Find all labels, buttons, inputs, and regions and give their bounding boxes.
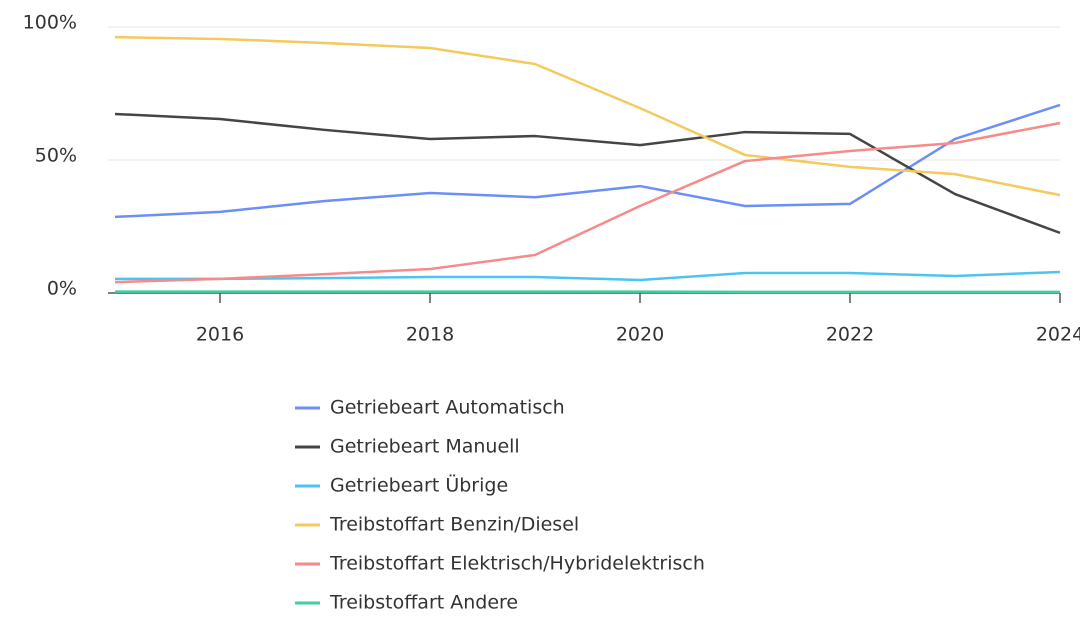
series-line [115,123,1060,282]
legend-label: Treibstoffart Elektrisch/Hybridelektrisc… [329,553,705,575]
x-tick-label: 2020 [616,324,664,346]
legend-label: Getriebeart Automatisch [330,397,565,419]
series-line [115,114,1060,233]
series-line [115,37,1060,195]
legend-label: Treibstoffart Benzin/Diesel [329,514,579,536]
y-tick-label: 100% [23,12,77,34]
x-tick-label: 2024 [1036,324,1080,346]
y-tick-label: 50% [35,145,77,167]
legend-label: Getriebeart Manuell [330,436,520,458]
y-tick-label: 0% [47,278,77,300]
x-tick-label: 2022 [826,324,874,346]
x-tick-label: 2016 [196,324,244,346]
legend-label: Getriebeart Übrige [330,474,508,497]
x-tick-label: 2018 [406,324,454,346]
legend-label: Treibstoffart Andere [329,592,518,614]
